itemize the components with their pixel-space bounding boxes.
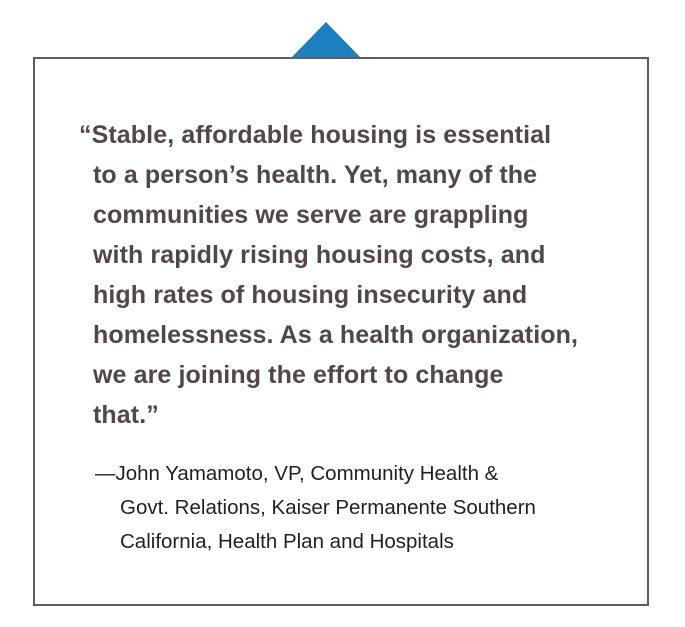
quote-line: to a person’s health. Yet, many of the xyxy=(93,161,538,189)
pull-quote: “Stable, affordable housing is essential… xyxy=(79,115,653,435)
quote-line: that.” xyxy=(93,401,159,429)
quote-callout-box: “Stable, affordable housing is essential… xyxy=(33,57,649,606)
quote-line: high rates of housing insecurity and xyxy=(93,281,528,309)
attribution-line: California, Health Plan and Hospitals xyxy=(120,530,454,553)
attribution-line: —John Yamamoto, VP, Community Health & xyxy=(95,462,499,485)
callout-pointer xyxy=(291,22,361,58)
quote-line: with rapidly rising housing costs, and xyxy=(93,241,546,269)
quote-line: communities we serve are grappling xyxy=(93,201,529,229)
quote-line: homelessness. As a health organization, xyxy=(93,321,579,349)
quote-attribution: —John Yamamoto, VP, Community Health & G… xyxy=(95,457,635,559)
quote-line: we are joining the effort to change xyxy=(93,361,504,389)
attribution-line: Govt. Relations, Kaiser Permanente South… xyxy=(120,496,536,519)
quote-line: “Stable, affordable housing is essential xyxy=(79,121,552,149)
